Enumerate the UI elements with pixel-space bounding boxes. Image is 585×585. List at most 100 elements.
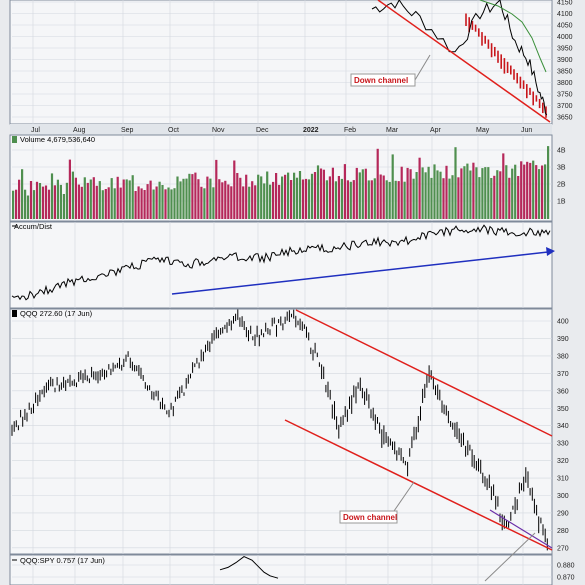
qqq-tick-label: 400 [557,319,569,326]
volume-bar [167,187,170,219]
volume-bar [44,185,48,219]
volume-bar [451,175,454,219]
volume-y-axis: 4B 3B 2B 1B [557,148,566,206]
qqq-tick-label: 280 [557,528,569,535]
volume-bar [469,170,472,219]
volume-bar [355,167,358,219]
volume-bar [445,165,448,219]
volume-bar [337,176,340,219]
volume-bar [89,179,92,219]
qqq-upper-channel-line [295,309,553,437]
price-annotation: Down channel [354,76,408,85]
price-annotation-box [350,73,416,87]
volume-bar [218,179,221,219]
qqq-tick-label: 370 [557,371,569,378]
volume-bar [301,179,305,219]
volume-bar [149,180,152,219]
x-axis-label: Oct [168,127,179,134]
qqq-annotation: Down channel [343,513,397,522]
volume-bar [382,175,385,219]
volume-bar [361,169,364,219]
volume-bar [373,178,376,219]
volume-bar [107,187,110,219]
volume-bar [523,164,526,219]
volume-bar [448,178,451,219]
volume-bar [38,183,42,219]
accum-dist-line [11,224,551,301]
volume-bar [263,183,266,219]
volume-bar [233,160,236,219]
qqq-panel [9,308,553,555]
volume-bar [24,189,27,219]
volume-bar [62,194,65,219]
volume-bar [98,181,101,219]
volume-bar [206,176,209,219]
volume-bar [158,181,161,219]
volume-bar [200,186,203,219]
volume-bar [227,184,230,219]
price-tick-label: 4100 [557,11,573,18]
volume-bar [475,167,478,219]
volume-bar [53,185,56,219]
volume-bar [92,177,95,219]
volume-bar [412,178,415,219]
volume-bar [287,172,290,219]
volume-bar [131,175,134,219]
volume-bar [284,174,287,219]
volume-bar [508,177,511,219]
qqq-support-line [489,509,553,549]
x-axis-label: Apr [430,127,442,134]
price-down-channel-line [377,0,551,123]
volume-bar [484,167,487,219]
volume-bar [481,168,484,219]
qqq-tick-label: 330 [557,441,569,448]
qqq-tick-label: 390 [557,336,569,343]
volume-bar [29,181,33,219]
volume-bar [164,189,167,219]
volume-bar [427,166,430,219]
volume-bar [328,176,331,219]
volume-bar [254,185,257,219]
price-tick-label: 3750 [557,92,573,99]
volume-bar [517,176,520,219]
volume-tick-label: 1B [557,199,566,206]
volume-bar [343,164,346,219]
volume-bar [95,185,98,219]
x-axis-label: Jun [521,127,532,134]
volume-bar [319,168,323,219]
volume-bar [547,146,550,219]
price-tick-label: 3800 [557,80,573,87]
volume-bar [418,157,421,219]
x-axis-label: Aug [73,127,86,134]
accum-trend-line [171,251,549,295]
volume-bar [325,180,328,219]
qqq-tick-label: 310 [557,476,569,483]
volume-bar [15,189,18,219]
volume-bar [182,178,185,219]
volume-bar [293,172,296,219]
volume-bar [26,195,30,219]
volume-bar [119,187,122,219]
volume-bar [59,184,62,219]
volume-bar [56,179,59,219]
volume-bar [110,178,113,219]
accum-panel [9,221,553,309]
volume-bar [74,177,77,219]
qqq-legend: QQQ 272.60 (17 Jun) [20,309,93,318]
volume-bar [224,180,227,219]
volume-bar [212,187,215,219]
volume-bar [203,188,206,219]
volume-bar [352,180,355,219]
volume-tick-label: 4B [557,148,566,155]
volume-bar [236,173,239,219]
volume-bar [77,184,80,219]
volume-bar [310,173,314,219]
qqq-annotation-box [339,510,398,524]
volume-bar [421,167,424,219]
volume-bar [454,147,457,219]
qqq-tick-label: 340 [557,423,569,430]
volume-bar [140,188,143,219]
price-channel-pointer [414,54,431,81]
ratio-y-axis: 0.880 0.870 [557,563,575,582]
volume-bar [316,165,320,219]
